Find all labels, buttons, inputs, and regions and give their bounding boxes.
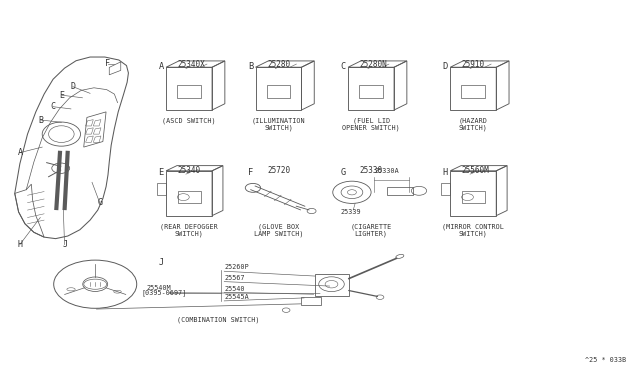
Text: 25339: 25339	[340, 209, 361, 215]
Text: H: H	[17, 240, 22, 249]
Text: 25340: 25340	[177, 166, 201, 175]
Text: 25567: 25567	[224, 275, 245, 281]
Text: G: G	[97, 198, 102, 207]
Text: H: H	[443, 168, 448, 177]
Text: J: J	[62, 240, 67, 249]
Text: B: B	[38, 116, 44, 125]
Text: (MIRROR CONTROL
SWITCH): (MIRROR CONTROL SWITCH)	[442, 223, 504, 237]
Text: C: C	[51, 102, 56, 111]
Text: 25545A: 25545A	[224, 294, 249, 300]
Text: C: C	[340, 62, 346, 71]
Text: (REAR DEFOGGER
SWITCH): (REAR DEFOGGER SWITCH)	[160, 223, 218, 237]
Text: F: F	[106, 59, 111, 68]
Text: B: B	[248, 62, 253, 71]
Text: (GLOVE BOX
LAMP SWITCH): (GLOVE BOX LAMP SWITCH)	[253, 223, 303, 237]
Text: 25540: 25540	[224, 286, 245, 292]
Text: [0395-0697]: [0395-0697]	[141, 289, 187, 296]
Text: 25560M: 25560M	[462, 166, 490, 175]
Text: E: E	[159, 168, 164, 177]
Text: D: D	[443, 62, 448, 71]
Text: F: F	[248, 168, 253, 177]
Text: (ILLUMINATION
SWITCH): (ILLUMINATION SWITCH)	[252, 118, 305, 131]
Text: 25330A: 25330A	[374, 168, 399, 174]
Text: 25260P: 25260P	[224, 264, 249, 270]
Text: (ASCD SWITCH): (ASCD SWITCH)	[163, 118, 216, 124]
Text: 25280N: 25280N	[360, 60, 387, 70]
Text: 25910: 25910	[462, 60, 485, 70]
Text: (HAZARD
SWITCH): (HAZARD SWITCH)	[459, 118, 488, 131]
Text: J: J	[159, 258, 164, 267]
Text: 25340X: 25340X	[177, 60, 205, 70]
Text: 25720: 25720	[267, 166, 290, 175]
Text: E: E	[60, 91, 65, 100]
Text: (CIGARETTE
LIGHTER): (CIGARETTE LIGHTER)	[351, 223, 392, 237]
Text: D: D	[70, 82, 76, 91]
Text: 25330: 25330	[360, 166, 383, 175]
Text: A: A	[159, 62, 164, 71]
Text: 25540M: 25540M	[147, 285, 171, 291]
Text: 25280: 25280	[267, 60, 290, 70]
Text: A: A	[17, 148, 22, 157]
Text: G: G	[340, 168, 346, 177]
Text: ^25 * 033B: ^25 * 033B	[586, 357, 627, 363]
Text: (COMBINATION SWITCH): (COMBINATION SWITCH)	[177, 317, 259, 323]
Text: (FUEL LID
OPENER SWITCH): (FUEL LID OPENER SWITCH)	[342, 118, 400, 131]
